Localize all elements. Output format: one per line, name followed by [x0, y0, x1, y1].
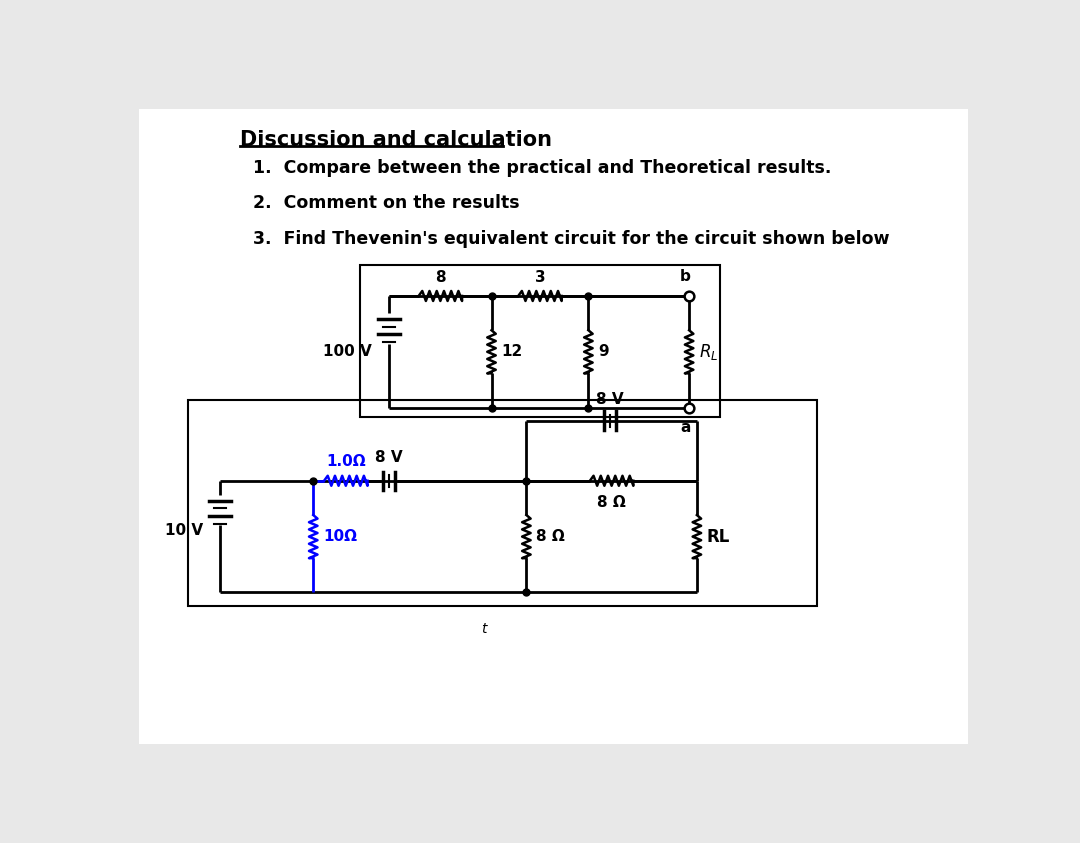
Text: RL: RL — [707, 528, 730, 545]
Text: 10 V: 10 V — [165, 523, 203, 538]
Text: t: t — [481, 621, 486, 636]
Text: 1.  Compare between the practical and Theoretical results.: 1. Compare between the practical and The… — [253, 159, 832, 177]
Text: $R_L$: $R_L$ — [699, 341, 718, 362]
Text: 9: 9 — [598, 344, 609, 359]
Text: 12: 12 — [501, 344, 523, 359]
Text: Discussion and calculation: Discussion and calculation — [240, 131, 552, 150]
Text: b: b — [679, 269, 691, 283]
Text: 10Ω: 10Ω — [323, 529, 357, 544]
Text: 8 V: 8 V — [376, 450, 403, 465]
Text: 1.0Ω: 1.0Ω — [326, 454, 366, 470]
Text: 8 V: 8 V — [596, 392, 624, 407]
Text: 3.  Find Thevenin's equivalent circuit for the circuit shown below: 3. Find Thevenin's equivalent circuit fo… — [253, 230, 889, 248]
Text: 3: 3 — [535, 271, 545, 285]
Text: 100 V: 100 V — [323, 344, 373, 359]
Text: a: a — [680, 420, 690, 435]
Text: 8: 8 — [435, 271, 446, 285]
Text: 2.  Comment on the results: 2. Comment on the results — [253, 195, 519, 212]
Text: 8 Ω: 8 Ω — [597, 495, 626, 510]
Text: 8 Ω: 8 Ω — [537, 529, 565, 544]
FancyBboxPatch shape — [139, 109, 968, 744]
